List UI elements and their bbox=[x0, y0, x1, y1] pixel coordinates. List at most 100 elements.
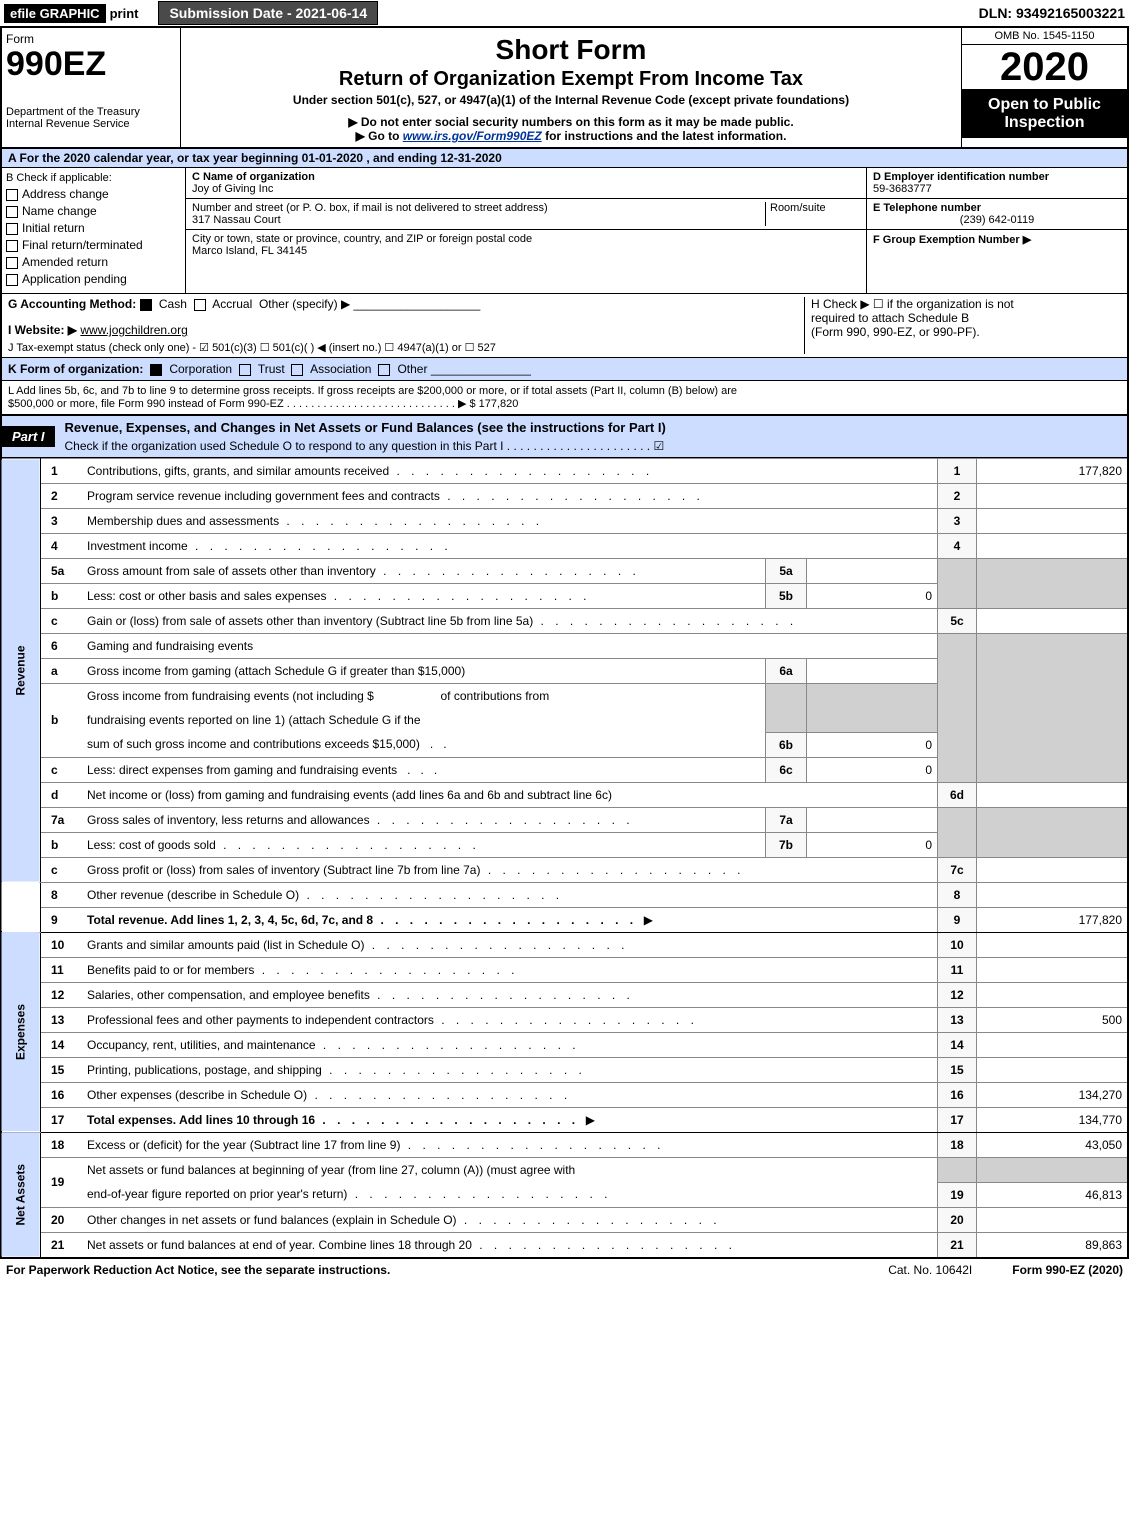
entity-right: D Employer identification number 59-3683… bbox=[866, 168, 1127, 293]
vtab-netassets: Net Assets bbox=[1, 1132, 41, 1258]
cb-initial-return[interactable]: Initial return bbox=[6, 221, 181, 235]
print-label[interactable]: print bbox=[110, 6, 139, 21]
i-label: I Website: ▶ bbox=[8, 323, 77, 337]
page-footer: For Paperwork Reduction Act Notice, see … bbox=[0, 1259, 1129, 1281]
footer-right: Form 990-EZ (2020) bbox=[1012, 1263, 1123, 1277]
dept-irs: Internal Revenue Service bbox=[6, 118, 176, 130]
cb-accrual[interactable] bbox=[194, 299, 206, 311]
dln-label: DLN: 93492165003221 bbox=[979, 5, 1125, 21]
part-1-table: Revenue 1 Contributions, gifts, grants, … bbox=[0, 458, 1129, 1259]
part-1-badge: Part I bbox=[2, 426, 55, 447]
line-h: H Check ▶ ☐ if the organization is not r… bbox=[804, 297, 1121, 354]
line-k: K Form of organization: Corporation Trus… bbox=[0, 358, 1129, 381]
cb-final-return[interactable]: Final return/terminated bbox=[6, 238, 181, 252]
row-19-1: 19Net assets or fund balances at beginni… bbox=[1, 1157, 1128, 1182]
org-name-cell: C Name of organization Joy of Giving Inc bbox=[186, 168, 866, 199]
open-public-inspection: Open to Public Inspection bbox=[962, 90, 1127, 138]
footer-center: Cat. No. 10642I bbox=[888, 1263, 972, 1277]
cb-amended-return[interactable]: Amended return bbox=[6, 255, 181, 269]
row-4: 4Investment income 4 bbox=[1, 534, 1128, 559]
cb-address-change[interactable]: Address change bbox=[6, 187, 181, 201]
row-3: 3Membership dues and assessments 3 bbox=[1, 509, 1128, 534]
addr-label: Number and street (or P. O. box, if mail… bbox=[192, 202, 765, 214]
row-1: Revenue 1 Contributions, gifts, grants, … bbox=[1, 459, 1128, 484]
cb-cash[interactable] bbox=[140, 299, 152, 311]
org-city: Marco Island, FL 34145 bbox=[192, 245, 860, 257]
line-g: G Accounting Method: Cash Accrual Other … bbox=[8, 297, 804, 354]
line-l: L Add lines 5b, 6c, and 7b to line 9 to … bbox=[0, 381, 1129, 416]
vtab-revenue: Revenue bbox=[1, 459, 41, 883]
cb-corporation[interactable] bbox=[150, 364, 162, 376]
row-7c: cGross profit or (loss) from sales of in… bbox=[1, 857, 1128, 882]
part-1-check-line: Check if the organization used Schedule … bbox=[65, 439, 666, 457]
row-2: 2Program service revenue including gover… bbox=[1, 484, 1128, 509]
cb-trust[interactable] bbox=[239, 364, 251, 376]
website-value[interactable]: www.jogchildren.org bbox=[80, 323, 187, 337]
line-b-label: B Check if applicable: bbox=[6, 172, 181, 184]
submission-date-button[interactable]: Submission Date - 2021-06-14 bbox=[158, 1, 378, 25]
header-line1: Under section 501(c), 527, or 4947(a)(1)… bbox=[191, 93, 951, 107]
cb-other-org[interactable] bbox=[378, 364, 390, 376]
efile-label: efile GRAPHIC bbox=[4, 4, 106, 23]
c-label: C Name of organization bbox=[192, 171, 860, 183]
phone-cell: E Telephone number (239) 642-0119 bbox=[867, 199, 1127, 230]
g-label: G Accounting Method: bbox=[8, 297, 136, 311]
row-12: 12Salaries, other compensation, and empl… bbox=[1, 982, 1128, 1007]
group-exemption-cell: F Group Exemption Number ▶ bbox=[867, 230, 1127, 268]
phone-value: (239) 642-0119 bbox=[873, 214, 1121, 226]
row-6: 6Gaming and fundraising events bbox=[1, 634, 1128, 659]
line-b-checkboxes: B Check if applicable: Address change Na… bbox=[2, 168, 186, 293]
row-10: Expenses 10Grants and similar amounts pa… bbox=[1, 932, 1128, 957]
e-label: E Telephone number bbox=[873, 202, 1121, 214]
cb-application-pending[interactable]: Application pending bbox=[6, 272, 181, 286]
org-address-cell: Number and street (or P. O. box, if mail… bbox=[186, 199, 866, 230]
row-5a: 5aGross amount from sale of assets other… bbox=[1, 559, 1128, 584]
row-8: 8Other revenue (describe in Schedule O) … bbox=[1, 882, 1128, 907]
city-label: City or town, state or province, country… bbox=[192, 233, 860, 245]
d-label: D Employer identification number bbox=[873, 171, 1121, 183]
row-7a: 7aGross sales of inventory, less returns… bbox=[1, 807, 1128, 832]
row-11: 11Benefits paid to or for members11 bbox=[1, 957, 1128, 982]
line-a: A For the 2020 calendar year, or tax yea… bbox=[0, 149, 1129, 168]
entity-block: B Check if applicable: Address change Na… bbox=[0, 168, 1129, 294]
dept-treasury: Department of the Treasury bbox=[6, 106, 176, 118]
header-line3: ▶ Go to www.irs.gov/Form990EZ for instru… bbox=[191, 129, 951, 143]
f-label: F Group Exemption Number ▶ bbox=[873, 234, 1031, 246]
omb-number: OMB No. 1545-1150 bbox=[962, 28, 1127, 45]
header-line3-suffix: for instructions and the latest informat… bbox=[542, 129, 787, 143]
vtab-expenses: Expenses bbox=[1, 932, 41, 1132]
line-j: J Tax-exempt status (check only one) - ☑… bbox=[8, 341, 804, 354]
g-h-row: G Accounting Method: Cash Accrual Other … bbox=[0, 294, 1129, 358]
room-label: Room/suite bbox=[765, 202, 860, 226]
tax-year: 2020 bbox=[962, 45, 1127, 90]
row-21: 21Net assets or fund balances at end of … bbox=[1, 1232, 1128, 1258]
form-subtitle: Return of Organization Exempt From Incom… bbox=[191, 68, 951, 91]
top-bar: efile GRAPHIC print Submission Date - 20… bbox=[0, 0, 1129, 28]
form-number: 990EZ bbox=[6, 46, 176, 82]
header-line3-prefix: ▶ Go to bbox=[356, 129, 403, 143]
row-6d: dNet income or (loss) from gaming and fu… bbox=[1, 782, 1128, 807]
header-right: OMB No. 1545-1150 2020 Open to Public In… bbox=[961, 28, 1127, 147]
row-15: 15Printing, publications, postage, and s… bbox=[1, 1057, 1128, 1082]
cb-association[interactable] bbox=[291, 364, 303, 376]
row-17: 17Total expenses. Add lines 10 through 1… bbox=[1, 1107, 1128, 1132]
ein-cell: D Employer identification number 59-3683… bbox=[867, 168, 1127, 199]
org-street: 317 Nassau Court bbox=[192, 214, 765, 226]
form-word: Form bbox=[6, 32, 176, 46]
header-left: Form 990EZ Department of the Treasury In… bbox=[2, 28, 181, 147]
form-header: Form 990EZ Department of the Treasury In… bbox=[0, 28, 1129, 149]
entity-center: C Name of organization Joy of Giving Inc… bbox=[186, 168, 866, 293]
row-18: Net Assets 18Excess or (deficit) for the… bbox=[1, 1132, 1128, 1157]
header-line2: ▶ Do not enter social security numbers o… bbox=[191, 115, 951, 129]
cb-name-change[interactable]: Name change bbox=[6, 204, 181, 218]
row-13: 13Professional fees and other payments t… bbox=[1, 1007, 1128, 1032]
part-1-title: Revenue, Expenses, and Changes in Net As… bbox=[65, 416, 666, 439]
row-9: 9Total revenue. Add lines 1, 2, 3, 4, 5c… bbox=[1, 907, 1128, 932]
org-city-cell: City or town, state or province, country… bbox=[186, 230, 866, 260]
row-14: 14Occupancy, rent, utilities, and mainte… bbox=[1, 1032, 1128, 1057]
row-19-2: end-of-year figure reported on prior yea… bbox=[1, 1182, 1128, 1207]
row-5c: cGain or (loss) from sale of assets othe… bbox=[1, 609, 1128, 634]
header-irs-link[interactable]: www.irs.gov/Form990EZ bbox=[403, 129, 542, 143]
form-title: Short Form bbox=[191, 34, 951, 66]
part-1-header: Part I Revenue, Expenses, and Changes in… bbox=[0, 416, 1129, 458]
